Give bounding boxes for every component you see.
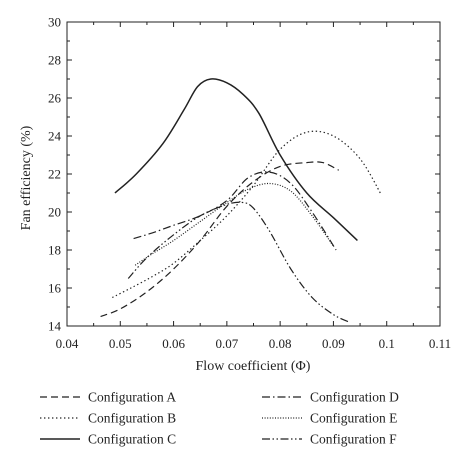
legend-label-configuration-a: Configuration A xyxy=(88,390,176,405)
y-tick-label: 20 xyxy=(48,205,61,220)
series-line-configuration-e xyxy=(134,182,334,266)
series-line-configuration-a xyxy=(100,161,340,318)
y-axis-title: Fan efficiency (%) xyxy=(19,125,34,230)
plot-frame xyxy=(66,21,441,327)
legend: Configuration A Configuration B Configurat… xyxy=(40,390,399,447)
legend-label-configuration-f: Configuration F xyxy=(310,432,397,447)
y-tick-label: 18 xyxy=(48,243,61,258)
y-tick-label: 30 xyxy=(48,15,61,30)
series-line-configuration-c xyxy=(114,78,358,242)
x-tick-label: 0.06 xyxy=(162,336,185,351)
y-tick-label: 16 xyxy=(48,281,62,296)
y-tick-label: 26 xyxy=(48,91,62,106)
x-tick-label: 0.11 xyxy=(429,336,451,351)
x-tick-label: 0.05 xyxy=(109,336,132,351)
series-line-configuration-d xyxy=(133,171,337,251)
x-tick-label: 0.1 xyxy=(379,336,395,351)
x-tick-label: 0.07 xyxy=(215,336,238,351)
legend-label-configuration-b: Configuration B xyxy=(88,411,176,426)
y-tick-label: 24 xyxy=(48,129,62,144)
legend-label-configuration-e: Configuration E xyxy=(310,411,397,426)
y-tick-label: 28 xyxy=(48,53,61,68)
y-tick-label: 14 xyxy=(48,319,62,334)
x-tick-label: 0.04 xyxy=(56,336,79,351)
x-axis-title: Flow coefficient (Φ) xyxy=(196,359,311,374)
x-tick-label: 0.08 xyxy=(269,336,292,351)
plot-layer xyxy=(100,78,382,323)
x-tick-label: 0.09 xyxy=(322,336,345,351)
series-line-configuration-f xyxy=(127,201,350,323)
legend-label-configuration-d: Configuration D xyxy=(310,390,399,405)
axis-layer: 0.04 0.05 0.06 0.07 0.08 0.09 0.1 0.11 14 16 18 20 2… xyxy=(48,15,451,352)
series-line-configuration-b xyxy=(112,130,382,299)
y-tick-label: 22 xyxy=(48,167,61,182)
legend-label-configuration-c: Configuration C xyxy=(88,432,176,447)
